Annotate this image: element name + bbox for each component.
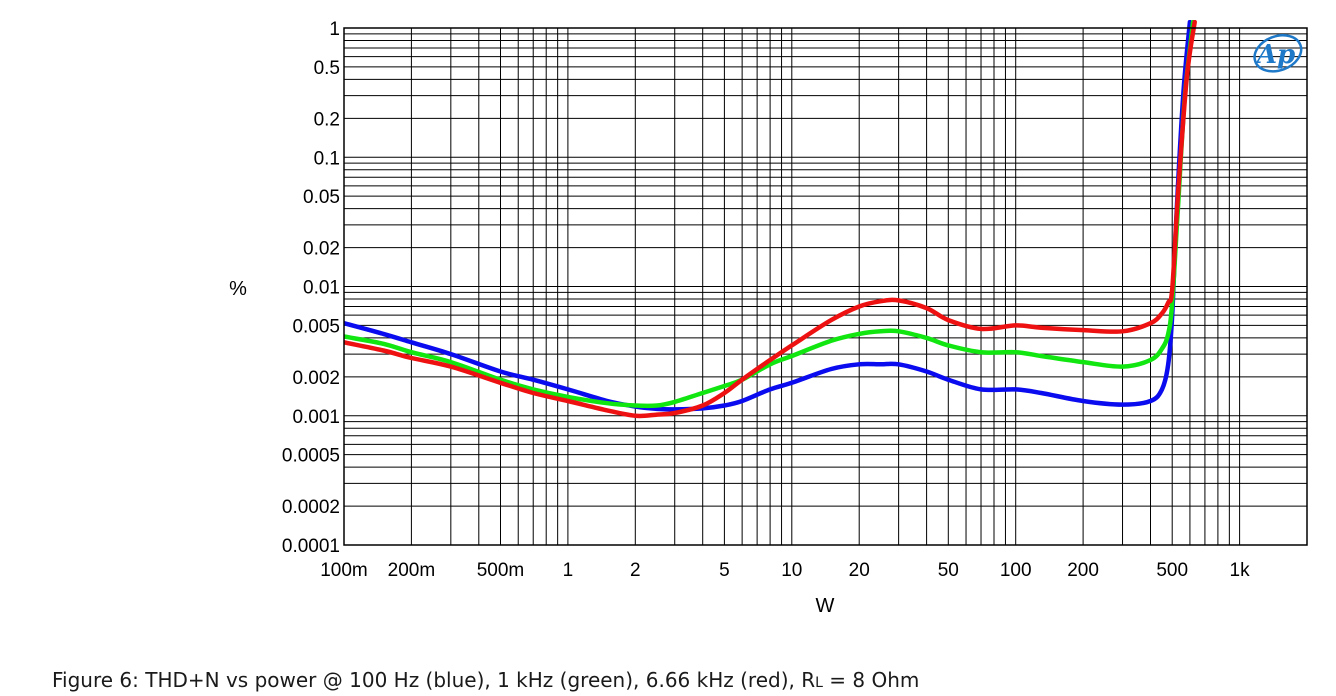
x-tick-label: 1k [1230, 560, 1251, 581]
y-tick-labels: 1 0.5 0.2 0.1 0.05 0.02 0.01 0.005 0.002 0.001 0.0… [282, 19, 340, 557]
y-tick-label: 0.02 [303, 239, 340, 260]
y-tick-label: 0.0005 [282, 446, 340, 467]
x-axis-label: W [816, 595, 835, 617]
x-tick-labels: 100m 200m 500m 1 2 5 10 20 50 100 200 500 1k [320, 560, 1250, 581]
ap-logo-swoosh [1253, 34, 1303, 73]
y-tick-label: 0.05 [303, 187, 340, 208]
x-tick-label: 200m [388, 560, 436, 581]
x-tick-label: 500m [477, 560, 525, 581]
x-tick-label: 100 [1000, 560, 1032, 581]
ap-logo-text: Ap [1254, 40, 1295, 70]
x-tick-label: 10 [781, 560, 802, 581]
series-layer [344, 20, 1197, 419]
y-tick-label: 0.0002 [282, 497, 340, 518]
figure-caption: Figure 6: THD+N vs power @ 100 Hz (blue)… [52, 668, 919, 692]
caption-text: Figure 6: THD+N vs power @ 100 Hz (blue)… [52, 668, 816, 692]
x-tick-label: 2 [630, 560, 641, 581]
y-tick-label: 0.0001 [282, 536, 340, 557]
plot-grid [344, 28, 1307, 545]
x-tick-label: 1 [563, 560, 574, 581]
x-tick-label: 200 [1067, 560, 1099, 581]
y-tick-label: 0.1 [314, 148, 340, 169]
y-tick-label: 0.001 [292, 407, 340, 428]
plot-frame [343, 27, 1308, 546]
x-tick-label: 5 [719, 560, 730, 581]
series-line-1 [344, 20, 1196, 409]
ap-logo: Ap [1253, 34, 1303, 73]
plot-border [343, 27, 1308, 546]
y-tick-label: 0.2 [314, 109, 340, 130]
x-tick-label: 20 [849, 560, 870, 581]
y-tick-label: 0.01 [303, 278, 340, 299]
y-tick-label: 1 [329, 19, 340, 40]
x-tick-label: 100m [320, 560, 368, 581]
caption-subscript: L [815, 675, 823, 691]
x-tick-label: 500 [1156, 560, 1188, 581]
y-tick-label: 0.005 [292, 316, 340, 337]
caption-suffix: = 8 Ohm [822, 668, 920, 692]
y-tick-label: 0.5 [314, 58, 340, 79]
series-line-2 [344, 20, 1197, 419]
y-axis-label: % [229, 278, 247, 300]
x-tick-label: 50 [938, 560, 959, 581]
y-tick-label: 0.002 [292, 368, 340, 389]
series-line-0 [344, 20, 1193, 412]
